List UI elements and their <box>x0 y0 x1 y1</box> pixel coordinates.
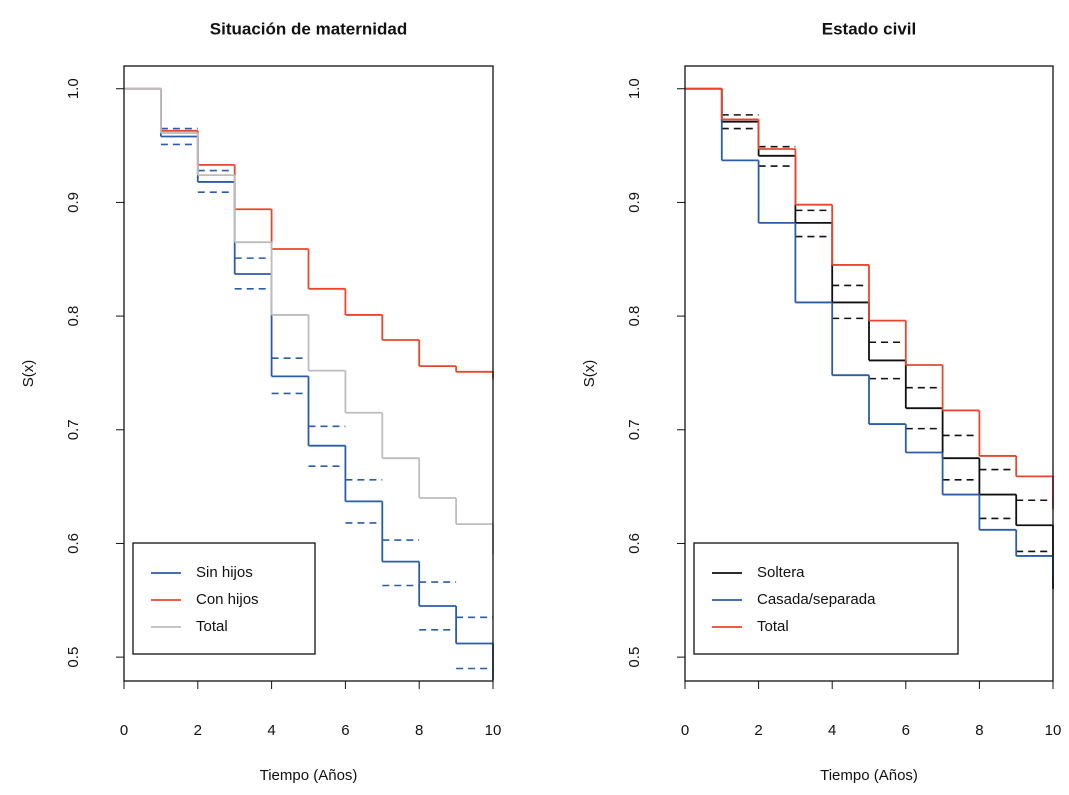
x-tick-label: 6 <box>902 722 910 739</box>
y-tick-label: 0.7 <box>626 419 643 440</box>
y-tick-label: 0.5 <box>626 647 643 668</box>
y-tick-label: 0.9 <box>65 192 82 213</box>
legend-label: Sin hijos <box>196 564 253 581</box>
x-tick-label: 10 <box>1045 722 1062 739</box>
y-tick-label: 1.0 <box>626 78 643 99</box>
legend-label: Soltera <box>757 564 805 581</box>
y-tick-label: 0.6 <box>65 533 82 554</box>
y-tick-label: 0.9 <box>626 192 643 213</box>
x-tick-label: 10 <box>485 722 502 739</box>
legend-label: Total <box>196 618 228 635</box>
y-tick-label: 0.8 <box>65 306 82 327</box>
plot-frame <box>123 65 494 682</box>
x-tick-label: 8 <box>975 722 983 739</box>
legend-label: Con hijos <box>196 591 259 608</box>
x-tick-label: 2 <box>754 722 762 739</box>
x-tick-label: 2 <box>194 722 202 739</box>
chart-title: Situación de maternidad <box>210 19 407 38</box>
x-axis-label: Tiempo (Años) <box>260 767 358 784</box>
y-axis-label: S(x) <box>20 360 37 388</box>
y-tick-label: 0.8 <box>626 306 643 327</box>
y-tick-label: 0.5 <box>65 647 82 668</box>
legend-label: Casada/separada <box>757 591 876 608</box>
legend-label: Total <box>757 618 789 635</box>
x-tick-label: 0 <box>120 722 128 739</box>
y-axis-label: S(x) <box>581 360 598 388</box>
x-tick-label: 8 <box>415 722 423 739</box>
plot-frame <box>684 65 1054 682</box>
x-tick-label: 4 <box>267 722 275 739</box>
x-tick-label: 6 <box>341 722 349 739</box>
x-tick-label: 0 <box>681 722 689 739</box>
legend-box <box>132 542 316 655</box>
x-axis-label: Tiempo (Años) <box>820 767 918 784</box>
legend-box <box>693 542 959 655</box>
chart-title: Estado civil <box>822 19 916 38</box>
x-tick-label: 4 <box>828 722 836 739</box>
y-tick-label: 1.0 <box>65 78 82 99</box>
y-tick-label: 0.7 <box>65 419 82 440</box>
y-tick-label: 0.6 <box>626 533 643 554</box>
